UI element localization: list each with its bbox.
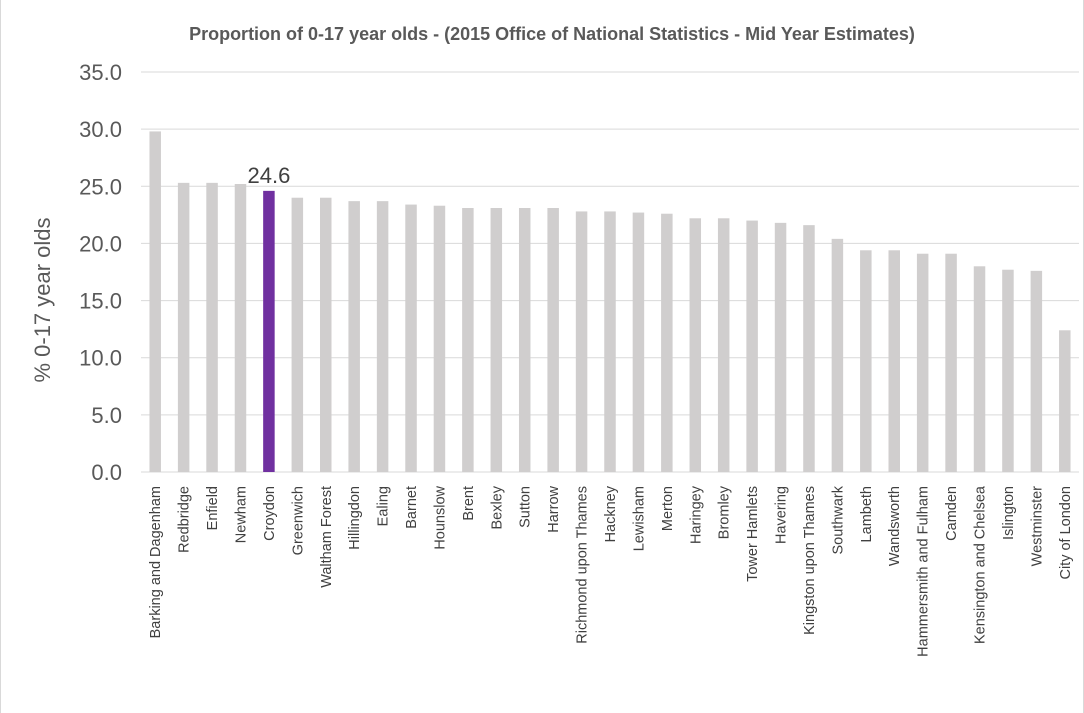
x-tick-label: Brent (461, 486, 477, 521)
y-axis-ticks: 0.0 5.0 10.0 15.0 20.0 25.0 30.0 35.0 (79, 60, 122, 485)
bar-enfield (206, 182, 218, 472)
x-tick-label: Richmond upon Thames (575, 486, 591, 644)
x-tick-label: Greenwich (290, 486, 306, 555)
y-tick-label: 0.0 (91, 460, 122, 485)
bar-tower-hamlets (746, 220, 758, 472)
x-tick-label: Kingston upon Thames (802, 486, 818, 635)
x-tick-label: Tower Hamlets (745, 486, 761, 582)
bar-brent (462, 208, 474, 472)
x-tick-label: Lewisham (631, 486, 647, 551)
bar-wandsworth (888, 250, 900, 472)
x-tick-label: Hackney (603, 485, 619, 542)
chart-title: Proportion of 0-17 year olds - (2015 Off… (189, 24, 915, 44)
x-tick-label: Barnet (404, 486, 420, 529)
x-axis-ticks: Barking and Dagenham Redbridge Enfield Newh… (148, 485, 1074, 657)
x-tick-label: Havering (774, 486, 790, 544)
bar-lambeth (860, 250, 872, 472)
bar-sutton (518, 208, 531, 472)
bar-kingston-upon-thames (803, 225, 815, 472)
bar-havering (774, 222, 787, 472)
x-tick-label: Waltham Forest (319, 486, 335, 588)
bar-haringey (689, 218, 702, 472)
bar-southwark (831, 238, 844, 472)
x-tick-label: City of London (1058, 486, 1074, 580)
x-tick-label: Haringey (688, 485, 704, 544)
x-tick-label: Bromley (717, 485, 733, 539)
bar-islington (1002, 269, 1014, 472)
x-tick-label: Bexley (489, 485, 505, 529)
x-tick-label: Harrow (546, 485, 562, 532)
data-label: 24.6 (247, 163, 290, 188)
bar-bromley (717, 218, 730, 472)
x-tick-label: Redbridge (177, 486, 193, 553)
bar-richmond-upon-thames (575, 211, 588, 472)
bar-hounslow (433, 205, 446, 472)
bar-greenwich (291, 197, 304, 472)
x-tick-label: Islington (1001, 486, 1017, 540)
x-tick-label: Merton (660, 486, 676, 531)
x-tick-label: Newham (233, 486, 249, 543)
bar-ealing (376, 201, 389, 472)
bar-redbridge (177, 182, 190, 472)
data-labels: 24.6 (247, 163, 290, 188)
bar-harrow (547, 208, 559, 472)
bar-barnet (405, 204, 417, 473)
bar-westminster (1030, 270, 1043, 472)
bar-bexley (490, 208, 503, 472)
x-tick-label: Hounslow (432, 485, 448, 549)
bar-waltham-forest (320, 197, 332, 472)
y-tick-label: 10.0 (79, 346, 122, 371)
bar-croydon (263, 190, 275, 472)
y-tick-label: 35.0 (79, 60, 122, 85)
x-tick-label: Croydon (262, 486, 278, 541)
bar-hackney (604, 211, 616, 472)
bar-hammersmith-and-fulham (916, 253, 929, 472)
x-tick-label: Kensington and Chelsea (973, 485, 989, 644)
y-tick-label: 30.0 (79, 117, 122, 142)
x-tick-label: Sutton (518, 486, 534, 528)
y-tick-label: 5.0 (91, 403, 122, 428)
x-tick-label: Hillingdon (347, 486, 363, 550)
bars (149, 131, 1071, 473)
bar-hillingdon (348, 201, 360, 472)
x-tick-label: Westminster (1029, 486, 1045, 566)
y-axis-label: % 0-17 year olds (30, 217, 55, 382)
bar-barking-and-dagenham (149, 131, 161, 472)
x-tick-label: Hammersmith and Fulham (916, 486, 932, 657)
y-tick-label: 25.0 (79, 174, 122, 199)
x-tick-label: Enfield (205, 486, 221, 530)
x-tick-label: Southwark (830, 485, 846, 554)
bar-lewisham (632, 212, 645, 473)
x-tick-label: Lambeth (859, 486, 875, 542)
bar-kensington-and-chelsea (973, 266, 986, 472)
y-tick-label: 20.0 (79, 231, 122, 256)
bar-newham (234, 184, 247, 472)
bar-camden (945, 253, 957, 472)
y-tick-label: 15.0 (79, 289, 122, 314)
bar-merton (661, 213, 673, 472)
x-tick-label: Wandsworth (887, 486, 903, 566)
x-tick-label: Barking and Dagenham (148, 486, 164, 638)
x-tick-label: Ealing (376, 486, 392, 526)
bar-city-of-london (1059, 330, 1071, 472)
x-tick-label: Camden (944, 486, 960, 541)
